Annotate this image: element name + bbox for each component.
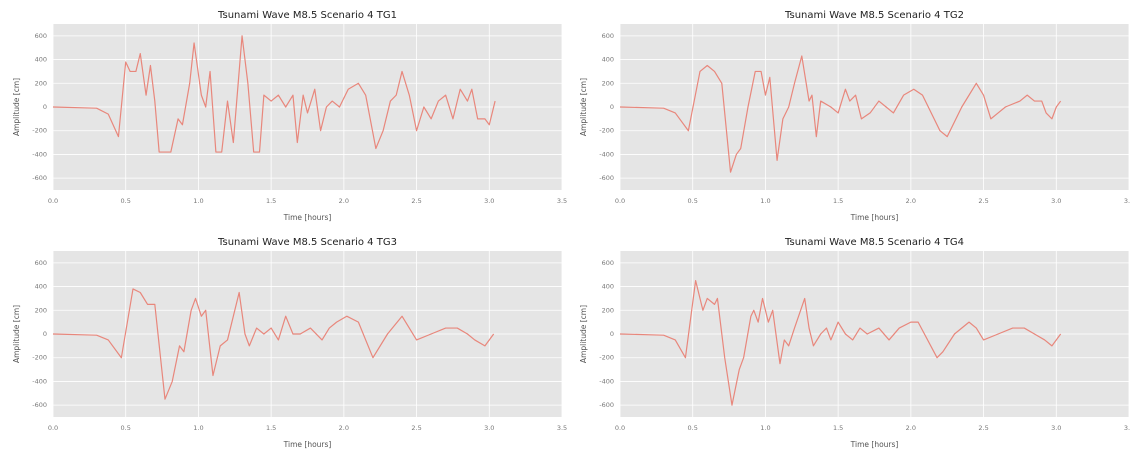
x-tick-label: 2.5 xyxy=(411,424,421,432)
x-tick-label: 3.5 xyxy=(557,424,567,432)
y-tick-label: -600 xyxy=(599,401,614,409)
y-tick-label: -200 xyxy=(32,354,47,362)
x-tick-label: 0.5 xyxy=(688,197,698,205)
y-tick-label: 0 xyxy=(610,103,614,111)
y-tick-label: -600 xyxy=(32,174,47,182)
y-tick-label: 0 xyxy=(610,330,614,338)
x-tick-label: 1.5 xyxy=(833,424,843,432)
y-tick-label: 400 xyxy=(35,56,47,64)
x-tick-label: 3.0 xyxy=(1051,424,1061,432)
x-tick-label: 2.5 xyxy=(978,424,988,432)
y-tick-label: -400 xyxy=(599,150,614,158)
y-axis-label: Amplitude [cm] xyxy=(12,305,21,363)
y-tick-label: 600 xyxy=(35,32,47,40)
x-tick-label: 3.0 xyxy=(484,424,494,432)
x-tick-label: 1.5 xyxy=(266,424,276,432)
x-tick-label: 3.5 xyxy=(557,197,567,205)
y-tick-label: 200 xyxy=(35,79,47,87)
x-tick-label: 0.0 xyxy=(615,197,625,205)
x-tick-label: 1.5 xyxy=(833,197,843,205)
y-tick-label: 600 xyxy=(602,32,614,40)
x-tick-label: 1.5 xyxy=(266,197,276,205)
y-tick-label: 600 xyxy=(35,259,47,267)
x-axis-label: Time [hours] xyxy=(850,213,899,222)
x-tick-label: 0.0 xyxy=(48,197,58,205)
x-tick-label: 2.0 xyxy=(906,197,916,205)
x-tick-label: 3.5 xyxy=(1124,424,1130,432)
x-tick-label: 1.0 xyxy=(193,424,203,432)
y-tick-label: 200 xyxy=(35,306,47,314)
x-tick-label: 2.5 xyxy=(978,197,988,205)
y-axis-label: Amplitude [cm] xyxy=(579,305,588,363)
x-tick-label: 2.0 xyxy=(339,424,349,432)
y-tick-label: 0 xyxy=(43,330,47,338)
y-tick-label: -400 xyxy=(599,377,614,385)
y-tick-label: -200 xyxy=(599,127,614,135)
x-tick-label: 3.5 xyxy=(1124,197,1130,205)
x-tick-label: 0.0 xyxy=(48,424,58,432)
x-tick-label: 0.5 xyxy=(121,197,131,205)
y-tick-label: -600 xyxy=(599,174,614,182)
x-tick-label: 3.0 xyxy=(1051,197,1061,205)
x-tick-label: 1.0 xyxy=(760,197,770,205)
x-tick-label: 0.0 xyxy=(615,424,625,432)
x-tick-label: 2.0 xyxy=(906,424,916,432)
y-tick-label: 600 xyxy=(602,259,614,267)
y-tick-label: -400 xyxy=(32,377,47,385)
y-tick-label: -600 xyxy=(32,401,47,409)
y-tick-label: -200 xyxy=(599,354,614,362)
y-axis-label: Amplitude [cm] xyxy=(12,78,21,136)
y-tick-label: 400 xyxy=(602,56,614,64)
x-axis-label: Time [hours] xyxy=(850,440,899,449)
x-tick-label: 0.5 xyxy=(688,424,698,432)
line xyxy=(52,35,496,153)
line xyxy=(619,280,1062,406)
y-tick-label: 0 xyxy=(43,103,47,111)
chart-title: Tsunami Wave M8.5 Scenario 4 TG3 xyxy=(217,237,397,248)
x-tick-label: 2.0 xyxy=(339,197,349,205)
line xyxy=(619,55,1062,173)
y-tick-label: 400 xyxy=(602,283,614,291)
chart-title: Tsunami Wave M8.5 Scenario 4 TG2 xyxy=(784,10,964,21)
line xyxy=(52,288,495,400)
x-axis-label: Time [hours] xyxy=(283,213,332,222)
y-tick-label: -200 xyxy=(32,127,47,135)
x-tick-label: 3.0 xyxy=(484,197,494,205)
x-tick-label: 1.0 xyxy=(193,197,203,205)
y-tick-label: 200 xyxy=(602,79,614,87)
chart-title: Tsunami Wave M8.5 Scenario 4 TG4 xyxy=(784,237,964,248)
y-tick-label: 200 xyxy=(602,306,614,314)
chart-title: Tsunami Wave M8.5 Scenario 4 TG1 xyxy=(217,10,397,21)
y-tick-label: 400 xyxy=(35,283,47,291)
y-tick-label: -400 xyxy=(32,150,47,158)
x-tick-label: 0.5 xyxy=(121,424,131,432)
x-tick-label: 2.5 xyxy=(411,197,421,205)
y-axis-label: Amplitude [cm] xyxy=(579,78,588,136)
x-axis-label: Time [hours] xyxy=(283,440,332,449)
x-tick-label: 1.0 xyxy=(760,424,770,432)
